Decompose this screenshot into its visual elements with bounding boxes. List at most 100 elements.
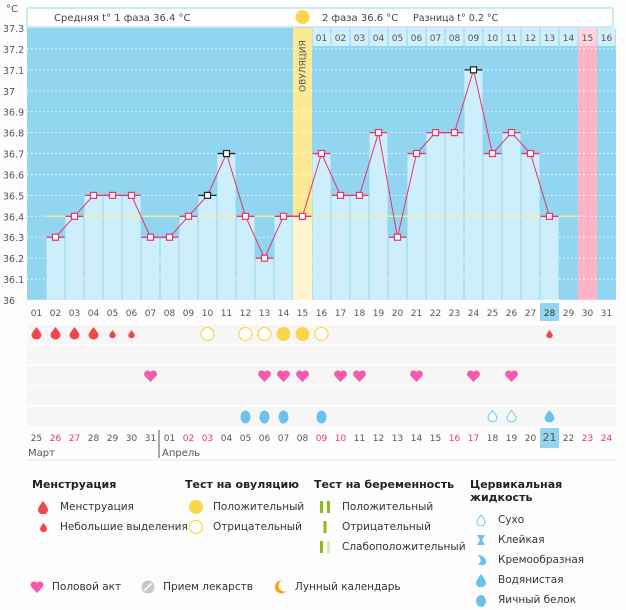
bbt-chart: Средняя t° 1 фаза 36.4 °C 2 фаза 36.6 °C… (3, 4, 616, 461)
temperature-point (241, 212, 250, 220)
intercourse-heart-icon (296, 370, 309, 382)
legend-item: Положительный (314, 497, 466, 517)
temperature-point (108, 191, 117, 199)
calendar-date-label: 18 (487, 434, 499, 444)
legend-label: Отрицательный (213, 521, 302, 533)
cycle-day-label: 23 (449, 309, 460, 319)
cycle-day-label: 18 (354, 309, 366, 319)
temperature-point (317, 149, 326, 158)
intercourse-heart-icon (467, 370, 480, 382)
luteal-day-cell (597, 28, 616, 46)
cycle-day-label: 22 (430, 309, 441, 319)
temperature-difference: Разница t° 0.2 °C (413, 13, 499, 24)
watery-drop-icon (470, 573, 492, 587)
intercourse-heart-icon (505, 370, 518, 382)
dry-fluid-icon (487, 409, 498, 423)
legend-label: Клейкая (498, 534, 545, 546)
y-tick-label: 37.1 (3, 66, 24, 77)
legend-title: Цервикальная жидкость (470, 478, 563, 504)
temperature-bar (255, 258, 274, 300)
legend-label: Кремообразная (498, 554, 585, 566)
luteal-day-label: 07 (430, 34, 441, 44)
calendar-date-label: 03 (202, 434, 213, 444)
calendar-date-label: 21 (543, 431, 557, 444)
temperature-point (545, 212, 554, 220)
calendar-date-label: 05 (240, 434, 251, 444)
legend-ovulation-test: Тест на овуляцию Положительный Отрицател… (185, 478, 304, 537)
calendar-date-label: 01 (164, 434, 175, 444)
legend-title: Тест на овуляцию (185, 478, 299, 491)
calendar-date-label: 04 (221, 434, 233, 444)
temperature-bar (521, 153, 540, 300)
temperature-point (488, 149, 497, 158)
cycle-day-label: 07 (145, 309, 156, 319)
temperature-bar (65, 216, 84, 300)
calendar-date-label: 13 (392, 434, 403, 444)
calendar-date-label: 19 (506, 434, 518, 444)
menstruation-drop-icon (31, 327, 42, 340)
luteal-day-label: 06 (411, 34, 423, 44)
temperature-bar (141, 237, 160, 300)
y-tick-label: 36.9 (3, 108, 24, 119)
intercourse-heart-icon (277, 370, 290, 382)
heart-icon (30, 581, 44, 593)
temperature-bar (483, 153, 502, 300)
temperature-point (203, 191, 212, 199)
menstruation-drop-icon (50, 327, 61, 340)
egg-white-fluid-icon (259, 410, 270, 424)
temperature-bar (464, 69, 483, 300)
expected-period-column (578, 28, 597, 300)
intercourse-heart-icon (334, 370, 347, 382)
calendar-date-label: 12 (373, 434, 384, 444)
unit-label: °C (6, 4, 18, 15)
cycle-day-label: 09 (183, 309, 195, 319)
temperature-point (374, 129, 383, 137)
y-tick-label: 36 (3, 296, 15, 307)
cycle-day-label: 15 (297, 309, 308, 319)
faint-lines-icon (314, 541, 336, 553)
ovulation-bar (293, 216, 312, 300)
temperature-point (431, 129, 440, 137)
luteal-day-label: 10 (487, 34, 499, 44)
dry-fluid-icon (506, 409, 517, 423)
luteal-day-label: 04 (373, 34, 385, 44)
luteal-day-cell (521, 28, 540, 46)
temperature-point (89, 191, 98, 199)
luteal-day-label: 16 (601, 34, 613, 44)
small-blood-drop-icon (32, 522, 54, 532)
legend-label: Менструация (60, 501, 134, 513)
temperature-point (526, 149, 535, 158)
y-tick-label: 37 (3, 87, 15, 98)
temperature-bar (217, 153, 236, 300)
cycle-day-label: 25 (487, 309, 498, 319)
legend-item: Отрицательный (185, 517, 304, 537)
luteal-day-cell (559, 28, 578, 46)
cycle-day-label: 01 (31, 309, 42, 319)
luteal-day-cell (388, 28, 407, 46)
temperature-bar (236, 216, 255, 300)
temperature-point (507, 129, 516, 137)
intercourse-heart-icon (144, 370, 157, 382)
one-line-icon (314, 521, 336, 533)
luteal-day-cell (502, 28, 521, 46)
egg-white-fluid-icon (240, 410, 251, 424)
y-tick-label: 36.3 (3, 233, 24, 244)
legend-item: Сухо (470, 510, 626, 530)
negative-circle-icon (185, 519, 207, 535)
legend-item: Небольшие выделения (32, 517, 188, 537)
ovulation-test-negative-icon (314, 326, 329, 342)
calendar-date-label: 06 (259, 434, 271, 444)
menstruation-drop-icon (69, 327, 80, 340)
legend-label: Водянистая (498, 574, 564, 586)
legend-menstruation: Менструация Менструация Небольшие выделе… (32, 478, 188, 537)
temperature-point (279, 212, 288, 220)
header-box (26, 7, 614, 28)
luteal-day-cell (350, 28, 369, 46)
legend-label: Положительный (342, 501, 434, 513)
legend-label: Сухо (498, 514, 525, 526)
luteal-day-cell (407, 28, 426, 46)
luteal-day-label: 12 (525, 34, 536, 44)
calendar-date-label: 09 (316, 434, 328, 444)
cycle-day-label: 19 (373, 309, 385, 319)
temperature-bar (84, 195, 103, 300)
